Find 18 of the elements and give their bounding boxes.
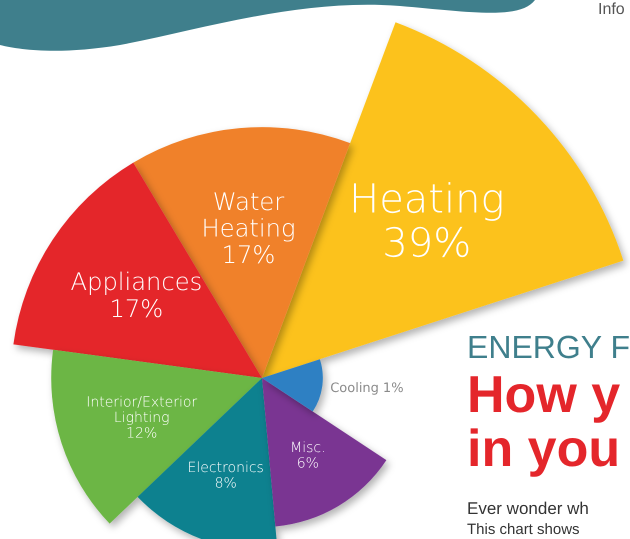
data-label: 1%: [382, 381, 404, 396]
data-label: 17%: [222, 241, 276, 270]
text: Info: [598, 1, 625, 18]
category-label: Electronics: [188, 460, 264, 476]
data-label: 39%: [382, 220, 472, 266]
category-label: Interior/Exterior Lighting: [86, 394, 198, 426]
data-label: 6%: [296, 455, 319, 472]
category-label: Cooling: [330, 381, 379, 396]
category-label: Water Heating: [202, 188, 296, 243]
text: Ever wonder wh: [467, 499, 589, 518]
text: This chart shows: [467, 521, 580, 538]
data-label: 17%: [109, 294, 164, 323]
text: ENERGY F: [467, 329, 630, 365]
category-label: Heating: [349, 176, 504, 222]
category-label: Misc.: [290, 440, 326, 456]
data-label: 12%: [126, 425, 158, 442]
category-label: Appliances: [70, 268, 202, 296]
data-label: 8%: [214, 475, 237, 492]
